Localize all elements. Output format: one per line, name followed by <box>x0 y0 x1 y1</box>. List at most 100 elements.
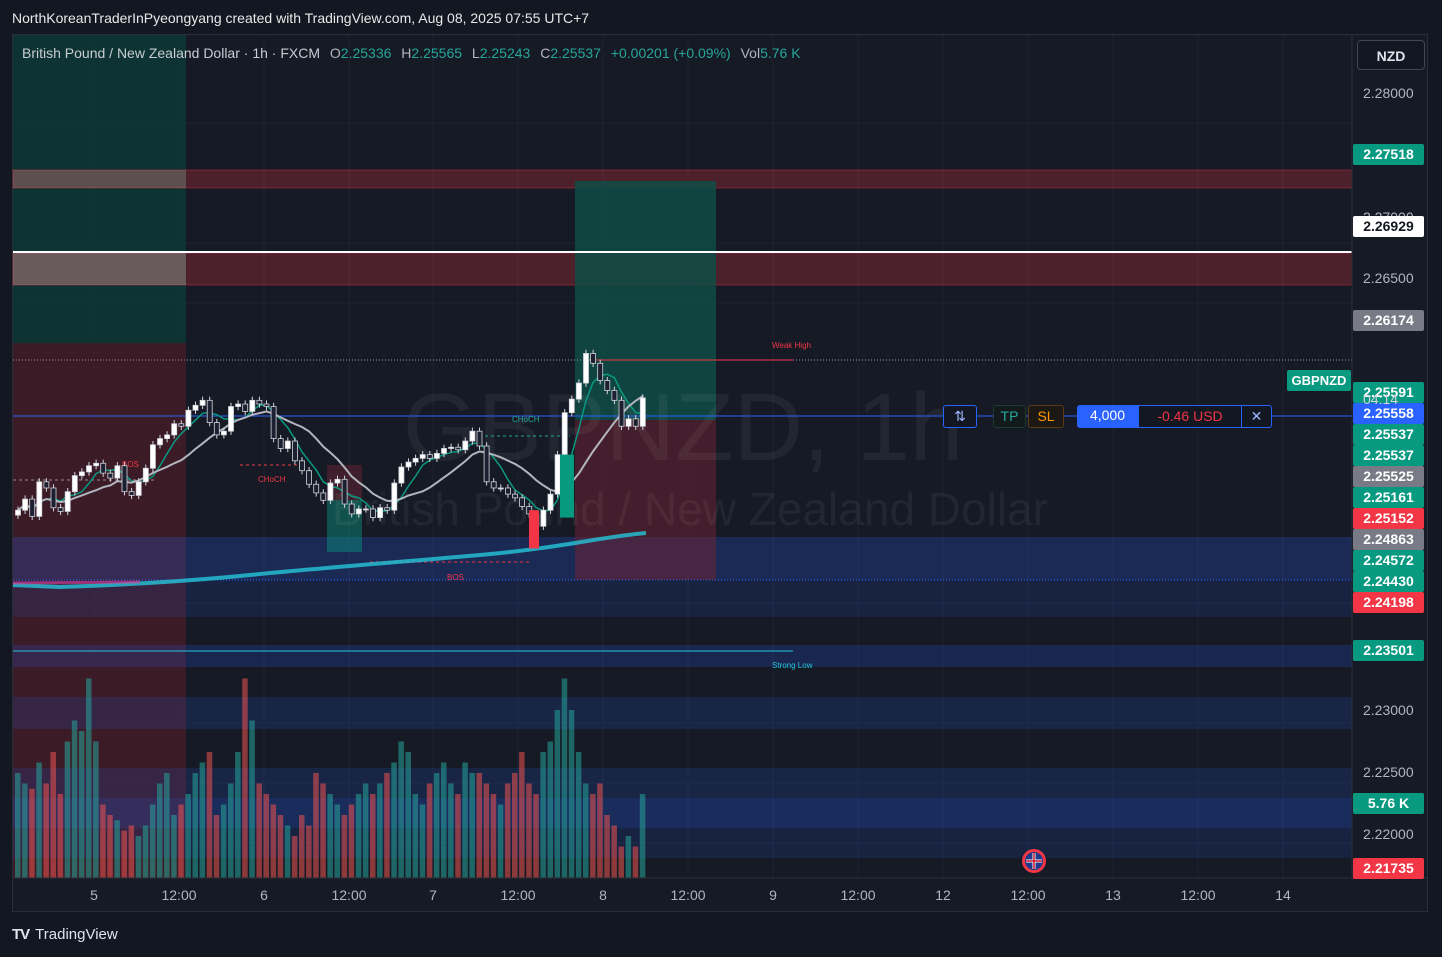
open-label: O <box>329 45 341 61</box>
candle-body <box>228 406 234 432</box>
candle-body <box>185 409 192 427</box>
volume-bar <box>526 783 532 878</box>
volume-bar <box>149 804 156 878</box>
candle-body <box>519 497 525 507</box>
volume-bar <box>320 783 326 878</box>
candle-body <box>618 399 625 427</box>
candle-body <box>377 507 384 518</box>
candle-body <box>334 478 341 484</box>
currency-button[interactable]: NZD <box>1357 40 1425 70</box>
candle-body <box>220 430 227 436</box>
candle-body <box>547 493 554 511</box>
candle-body <box>135 481 142 496</box>
volume-bar <box>15 773 21 878</box>
candle-body <box>235 403 242 407</box>
volume-bar <box>78 731 85 878</box>
volume-bar <box>490 794 497 878</box>
price-tick-label: 2.26500 <box>1363 270 1414 287</box>
weak-high-label: Weak High <box>772 341 811 350</box>
volume-bar <box>540 752 546 878</box>
volume-bar <box>632 846 639 878</box>
volume-bar <box>554 710 561 878</box>
volume-bar <box>313 773 319 878</box>
volume-bar <box>604 815 610 878</box>
candle-body <box>36 481 43 517</box>
reverse-position-button[interactable]: ⇅ <box>943 405 977 428</box>
volume-bar <box>235 752 241 878</box>
price-tag: 2.25537 <box>1353 423 1424 445</box>
price-tag: 2.21735 <box>1353 857 1424 879</box>
uk-flag-event-icon[interactable] <box>1022 849 1046 873</box>
demand-zone-lower <box>13 580 1352 617</box>
volume-bar <box>448 783 454 878</box>
volume-bar <box>199 762 206 878</box>
volume-bar <box>483 783 490 878</box>
candle-body <box>497 487 504 490</box>
volume-bar <box>22 783 28 878</box>
low-label: L <box>471 45 480 61</box>
volume-bar <box>590 794 596 878</box>
volume-bar <box>412 794 419 878</box>
volume-bar <box>398 741 404 878</box>
volume-bar <box>64 741 71 878</box>
candle-body <box>568 398 575 414</box>
change-value: +0.00201 (+0.09%) <box>610 45 731 61</box>
candle-body <box>611 390 618 401</box>
price-tag: 2.24863 <box>1353 528 1424 550</box>
candle-body <box>121 465 128 493</box>
volume-bar <box>107 815 113 878</box>
candle-body <box>100 462 107 474</box>
position-quantity[interactable]: 4,000 <box>1077 405 1138 428</box>
candle-body <box>362 508 369 511</box>
candle-body <box>79 471 85 477</box>
candle-body <box>199 399 206 406</box>
volume-bar <box>228 783 234 878</box>
high-label: H <box>401 45 412 61</box>
volume-bar <box>426 783 433 878</box>
volume-bar <box>377 783 383 878</box>
chart-frame <box>12 34 1428 912</box>
candle-body <box>341 478 348 505</box>
tradingview-brand[interactable]: TV TradingView <box>12 926 118 943</box>
volume-bar <box>306 825 312 878</box>
candle-body <box>320 492 327 501</box>
choch-label-1: CHoCH <box>258 475 286 484</box>
symbol-description[interactable]: British Pound / New Zealand Dollar · 1h … <box>22 45 320 61</box>
candle-body <box>149 444 156 469</box>
candle-body <box>256 399 263 405</box>
volume-bar <box>36 762 42 878</box>
volume-bar <box>512 773 518 878</box>
ma-long-line <box>12 531 647 590</box>
price-tag: 2.25525 <box>1353 465 1424 487</box>
volume-bar <box>142 825 149 878</box>
candle-body <box>597 362 604 381</box>
volume-bar <box>135 836 142 878</box>
volume-bar <box>561 678 568 878</box>
volume-bar <box>341 815 348 878</box>
volume-bar <box>370 794 376 878</box>
supply-zone-top-grey <box>13 170 186 188</box>
candle-body <box>164 434 171 440</box>
volume-bar <box>334 804 340 878</box>
volume-bar <box>355 794 362 878</box>
bar-countdown: 04:14 <box>1363 391 1399 407</box>
price-tag: 2.24430 <box>1353 570 1424 592</box>
candle-body <box>583 353 589 384</box>
volume-label: Vol <box>740 45 761 61</box>
price-tag: 2.25537 <box>1353 444 1424 466</box>
close-position-button[interactable]: ✕ <box>1241 405 1272 428</box>
volume-bar <box>270 804 277 878</box>
take-profit-button[interactable]: TP <box>993 405 1026 428</box>
stop-loss-button[interactable]: SL <box>1028 405 1064 428</box>
candle-body <box>270 406 277 440</box>
candle-body <box>291 440 298 462</box>
price-tag: 2.26929 <box>1353 216 1424 238</box>
candle-body <box>86 465 92 473</box>
volume-bar <box>213 815 220 878</box>
volume-bar <box>419 804 426 878</box>
time-tick-label: 7 <box>429 887 437 903</box>
time-tick-label: 12:00 <box>670 887 706 903</box>
volume-bar <box>242 678 248 878</box>
volume-bar <box>121 830 127 878</box>
